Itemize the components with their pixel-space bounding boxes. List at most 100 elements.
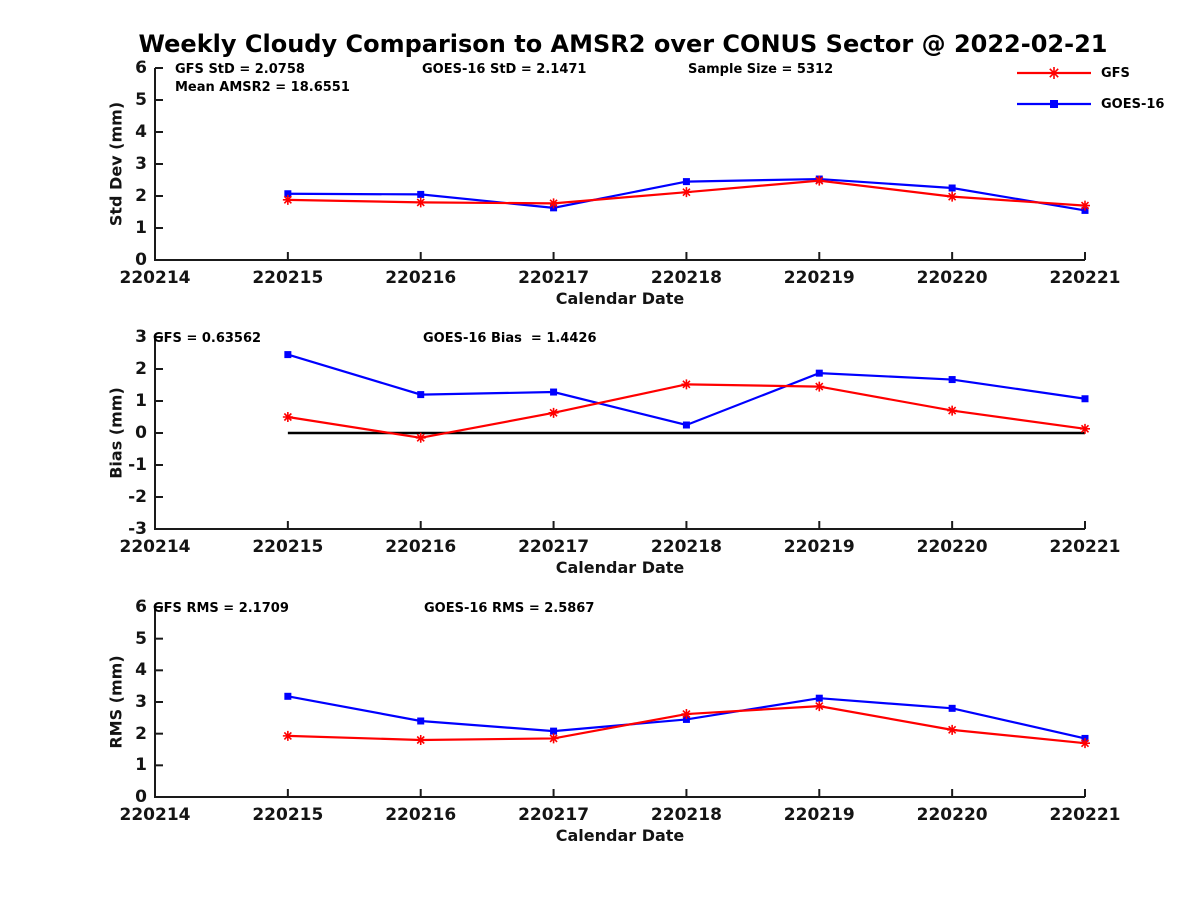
- data-point-marker-asterisk: [947, 724, 958, 735]
- x-tick-label: 220217: [518, 805, 590, 825]
- x-tick-label: 220217: [518, 537, 590, 557]
- y-axis-label: Bias (mm): [106, 387, 126, 479]
- data-point-marker-square: [948, 704, 956, 712]
- data-point-marker-square: [815, 694, 823, 702]
- data-point-marker-square: [417, 717, 425, 725]
- x-tick-label: 220221: [1049, 805, 1121, 825]
- data-point-marker-square: [284, 692, 292, 700]
- x-axis-label: Calendar Date: [555, 558, 685, 577]
- stat-annotation: GOES-16 StD = 2.1471: [422, 62, 587, 77]
- axis-line: [154, 607, 1085, 798]
- x-tick-label: 220216: [385, 537, 457, 557]
- data-point-marker-square: [417, 190, 425, 198]
- stat-annotation: GFS RMS = 2.1709: [153, 601, 289, 616]
- y-tick-label: 5: [135, 90, 147, 110]
- y-tick-label: 2: [135, 359, 147, 379]
- y-tick-label: 3: [135, 154, 147, 174]
- data-point-marker-square: [948, 184, 956, 192]
- y-tick-label: -3: [128, 519, 147, 539]
- y-tick-label: 4: [135, 122, 147, 142]
- x-tick-label: 220220: [916, 268, 988, 288]
- data-point-marker-asterisk: [548, 198, 559, 209]
- data-point-marker-square: [682, 715, 690, 723]
- y-tick-label: 4: [135, 660, 147, 681]
- y-axis-label: RMS (mm): [106, 655, 126, 749]
- legend-item-goes16: GOES-16: [1014, 96, 1164, 112]
- x-tick-label: 220220: [916, 537, 988, 557]
- gfs-line-asterisk-icon: [1017, 67, 1091, 79]
- x-tick-label: 220214: [119, 537, 191, 557]
- data-point-marker-asterisk: [1080, 738, 1090, 749]
- y-tick-label: 2: [135, 723, 147, 744]
- legend-label-goes16: GOES-16: [1101, 96, 1165, 112]
- data-point-marker-square: [815, 369, 823, 377]
- data-point-marker-square: [550, 727, 558, 735]
- y-tick-label: 0: [135, 423, 147, 443]
- stat-annotation: GFS = 0.63562: [153, 331, 262, 346]
- data-point-marker-asterisk: [814, 175, 825, 186]
- data-point-marker-square: [682, 421, 690, 429]
- data-point-marker-asterisk: [415, 432, 426, 443]
- y-tick-label: 2: [135, 186, 147, 206]
- x-tick-label: 220218: [650, 268, 722, 288]
- data-point-marker-square: [284, 190, 292, 198]
- data-point-marker-asterisk: [548, 733, 559, 744]
- data-point-marker-asterisk: [814, 701, 825, 712]
- series-line-goes-16: [287, 353, 1086, 427]
- data-point-marker-asterisk: [947, 191, 958, 202]
- y-tick-label: 1: [135, 391, 147, 411]
- data-point-marker-asterisk: [681, 379, 692, 390]
- y-tick-label: 1: [135, 755, 147, 776]
- stat-annotation: GOES-16 Bias = 1.4426: [423, 331, 597, 346]
- x-tick-label: 220218: [650, 805, 722, 825]
- data-point-marker-asterisk: [415, 735, 426, 745]
- stat-annotation: Sample Size = 5312: [688, 62, 834, 77]
- x-tick-label: 220215: [252, 805, 324, 825]
- data-point-marker-asterisk: [282, 412, 293, 422]
- data-point-marker-square: [1081, 395, 1089, 403]
- x-tick-label: 220214: [119, 805, 191, 825]
- legend: GFS GOES-16: [1014, 65, 1164, 112]
- x-tick-label: 220215: [252, 268, 324, 288]
- data-point-marker-asterisk: [1080, 200, 1090, 211]
- data-point-marker-asterisk: [548, 407, 559, 418]
- data-point-marker-asterisk: [681, 187, 692, 198]
- data-point-marker-asterisk: [947, 405, 958, 416]
- legend-item-gfs: GFS: [1014, 65, 1164, 81]
- data-point-marker-square: [682, 178, 690, 186]
- data-point-marker-asterisk: [282, 194, 293, 205]
- x-axis-label: Calendar Date: [555, 826, 685, 845]
- x-tick-label: 220216: [385, 268, 457, 288]
- data-point-marker-asterisk: [681, 709, 692, 720]
- y-tick-label: 6: [135, 597, 147, 617]
- data-point-marker-asterisk: [1080, 423, 1090, 434]
- x-tick-label: 220219: [783, 537, 855, 557]
- legend-label-gfs: GFS: [1101, 65, 1130, 81]
- x-tick-label: 220215: [252, 537, 324, 557]
- x-tick-label: 220221: [1049, 268, 1121, 288]
- x-tick-label: 220214: [119, 268, 191, 288]
- data-point-marker-square: [417, 391, 425, 399]
- stat-annotation: Mean AMSR2 = 18.6551: [175, 80, 350, 95]
- x-tick-label: 220220: [916, 805, 988, 825]
- y-axis-label: Std Dev (mm): [106, 101, 126, 227]
- data-point-marker-square: [550, 388, 558, 396]
- data-point-marker-asterisk: [415, 197, 426, 208]
- y-tick-label: 0: [135, 787, 147, 807]
- y-tick-label: 5: [135, 628, 147, 649]
- x-tick-label: 220221: [1049, 537, 1121, 557]
- stat-annotation: GOES-16 RMS = 2.5867: [424, 601, 595, 616]
- x-tick-label: 220217: [518, 268, 590, 288]
- y-tick-label: 3: [135, 327, 147, 347]
- x-axis-label: Calendar Date: [555, 289, 685, 308]
- y-tick-label: 6: [135, 58, 147, 78]
- y-tick-label: 3: [135, 692, 147, 712]
- x-tick-label: 220216: [385, 805, 457, 825]
- goes16-line-square-icon: [1017, 100, 1091, 108]
- x-tick-label: 220218: [650, 537, 722, 557]
- x-tick-label: 220219: [783, 805, 855, 825]
- data-point-marker-square: [948, 376, 956, 384]
- y-tick-label: 0: [135, 250, 147, 270]
